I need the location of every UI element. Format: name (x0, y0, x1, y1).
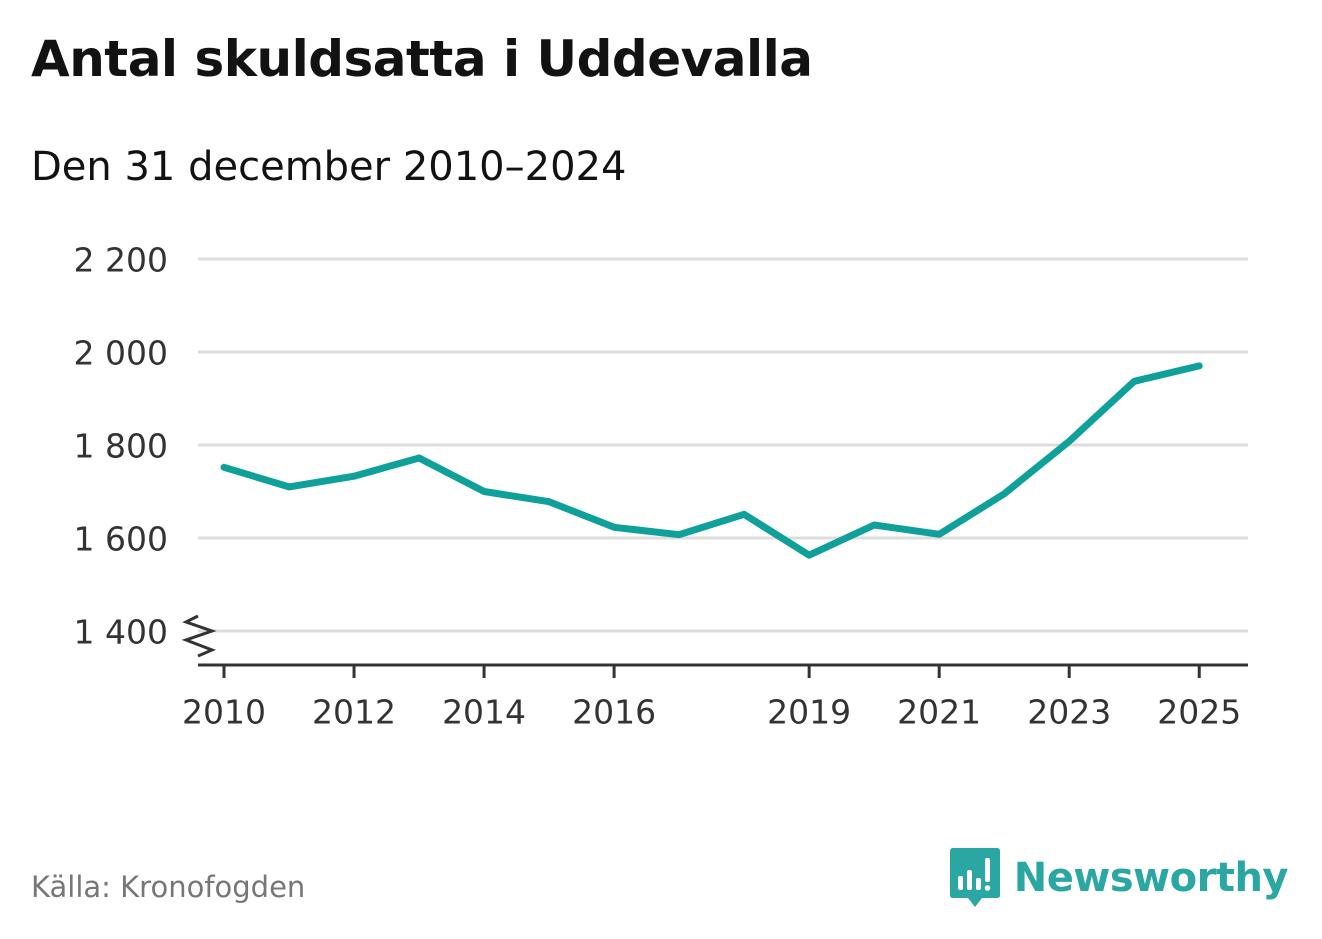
y-tick-label: 1 600 (74, 520, 168, 559)
y-tick-label: 1 800 (74, 427, 168, 466)
x-tick-label: 2023 (1027, 693, 1111, 732)
brand-name: Newsworthy (1013, 855, 1289, 901)
series-line (220, 362, 1203, 559)
y-tick-label: 1 400 (74, 613, 168, 652)
brand-logo: Newsworthy (949, 848, 1289, 908)
chart-title: Antal skuldsatta i Uddevalla (31, 30, 813, 88)
x-tick-label: 2012 (312, 693, 396, 732)
chart-subtitle: Den 31 december 2010–2024 (31, 144, 627, 190)
x-tick-label: 2014 (442, 693, 526, 732)
line-chart: 1 400 1 600 1 800 2 000 2 200 2010 2012 2014 201… (74, 241, 1248, 732)
y-tick-label: 2 000 (74, 334, 168, 373)
x-tick-label: 2019 (767, 693, 851, 732)
axis-break-icon (181, 614, 217, 658)
bar-chart-speech-bubble-icon (949, 848, 1000, 907)
x-tick-label: 2025 (1157, 693, 1241, 732)
x-tick-label: 2021 (897, 693, 981, 732)
y-tick-label: 2 200 (74, 241, 168, 280)
source-note: Källa: Kronofogden (31, 870, 306, 904)
x-tick-label: 2010 (182, 693, 266, 732)
x-tick-label: 2016 (572, 693, 656, 732)
